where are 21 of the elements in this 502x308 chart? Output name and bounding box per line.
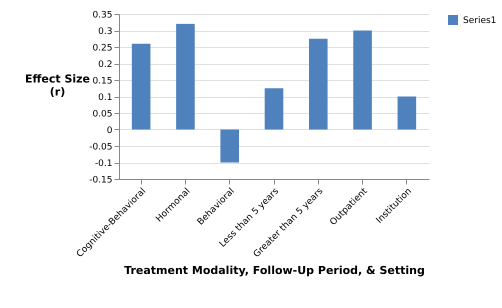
y-tick-label: 0.35 bbox=[92, 10, 112, 20]
y-tick-label: 0 bbox=[106, 126, 113, 136]
bar bbox=[398, 96, 416, 130]
bar bbox=[264, 88, 284, 130]
y-tick-label: 0.1 bbox=[98, 93, 112, 103]
y-tick-label: 0.2 bbox=[98, 60, 112, 70]
y-tick-label: -0.15 bbox=[89, 176, 112, 186]
y-tick-label: -0.05 bbox=[89, 142, 112, 152]
bar bbox=[132, 44, 150, 130]
y-tick-label: 0.05 bbox=[92, 110, 112, 120]
y-axis-title: Effect Size (r) bbox=[24, 72, 90, 98]
y-tick-label: 0.3 bbox=[98, 27, 112, 37]
y-tick-label: 0.15 bbox=[92, 76, 112, 86]
bar bbox=[220, 130, 240, 162]
y-tick-label: -0.1 bbox=[94, 159, 112, 169]
bar bbox=[308, 38, 328, 130]
x-axis-title: Treatment Modality, Follow-Up Period, & Setting bbox=[124, 264, 425, 278]
bar bbox=[353, 30, 372, 130]
bar bbox=[176, 24, 195, 130]
legend-label: Series1 bbox=[463, 16, 496, 26]
y-tick-label: 0.25 bbox=[92, 44, 112, 54]
